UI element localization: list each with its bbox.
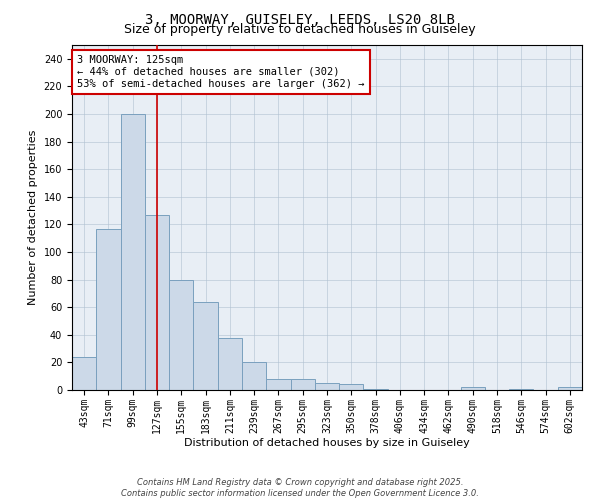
- Bar: [96, 228, 121, 390]
- Bar: [218, 338, 242, 390]
- Bar: [339, 384, 364, 390]
- Text: Contains HM Land Registry data © Crown copyright and database right 2025.
Contai: Contains HM Land Registry data © Crown c…: [121, 478, 479, 498]
- Bar: [169, 280, 193, 390]
- Text: 3 MOORWAY: 125sqm
← 44% of detached houses are smaller (302)
53% of semi-detache: 3 MOORWAY: 125sqm ← 44% of detached hous…: [77, 56, 365, 88]
- Bar: [509, 388, 533, 390]
- Bar: [242, 362, 266, 390]
- Bar: [121, 114, 145, 390]
- Bar: [290, 379, 315, 390]
- Bar: [315, 383, 339, 390]
- Bar: [558, 387, 582, 390]
- Bar: [364, 388, 388, 390]
- Y-axis label: Number of detached properties: Number of detached properties: [28, 130, 38, 305]
- Bar: [72, 357, 96, 390]
- Bar: [145, 214, 169, 390]
- Bar: [193, 302, 218, 390]
- Text: Size of property relative to detached houses in Guiseley: Size of property relative to detached ho…: [124, 22, 476, 36]
- Bar: [461, 387, 485, 390]
- Bar: [266, 379, 290, 390]
- Text: 3, MOORWAY, GUISELEY, LEEDS, LS20 8LB: 3, MOORWAY, GUISELEY, LEEDS, LS20 8LB: [145, 12, 455, 26]
- X-axis label: Distribution of detached houses by size in Guiseley: Distribution of detached houses by size …: [184, 438, 470, 448]
